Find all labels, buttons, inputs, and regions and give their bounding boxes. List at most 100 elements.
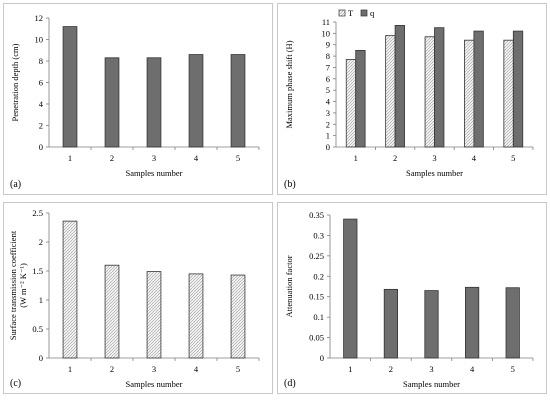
x-tick-label: 2 <box>393 153 397 163</box>
y-tick-label: 0.35 <box>309 210 324 220</box>
y-tick-label: 3 <box>326 108 330 118</box>
x-tick-label: 5 <box>236 153 240 163</box>
bar-d-s1-3 <box>424 290 439 359</box>
y-tick-label: 0.1 <box>313 312 324 322</box>
y-tick-label: 1.5 <box>32 266 43 276</box>
bar-b-s1-1 <box>345 59 357 148</box>
y-tick-label: 9 <box>326 40 330 50</box>
bar-a-s1-4 <box>188 54 204 148</box>
bar-d-s1-4 <box>465 286 480 359</box>
y-tick-label: 2.5 <box>32 208 43 218</box>
bar-d-s1-2 <box>383 288 398 359</box>
x-tick-label: 3 <box>152 153 156 163</box>
y-tick-label: 0 <box>326 142 330 152</box>
y-tick-label: 1 <box>326 131 330 141</box>
y-axis-title: Penetration depth (cm) <box>10 43 20 121</box>
y-tick-label: 6 <box>326 74 330 84</box>
panel-label: (b) <box>284 179 296 190</box>
bar-d-s1-5 <box>505 287 520 359</box>
bar-b-s2-5 <box>512 30 524 148</box>
x-tick-label: 5 <box>511 364 515 374</box>
legend-swatch-q <box>360 9 368 17</box>
y-tick-label: 0.3 <box>313 230 324 240</box>
legend-label-T: T <box>348 8 354 18</box>
panel-label: (a) <box>10 179 21 190</box>
x-tick-label: 3 <box>152 364 156 374</box>
x-tick-label: 5 <box>511 153 515 163</box>
chart-c-svg: 0 0.5 1 1.5 2 2.5 1 2 3 4 5 Samples number Surface t… <box>8 208 260 389</box>
y-axis-title: Attenuation factor <box>284 255 294 317</box>
x-axis-title: Samples number <box>403 379 460 389</box>
y-tick-label: 10 <box>322 28 331 38</box>
bar-a-s1-5 <box>230 54 246 148</box>
x-tick-label: 4 <box>194 153 199 163</box>
bar-c-s1-4 <box>188 273 204 359</box>
y-tick-label: 8 <box>39 56 43 66</box>
bar-b-s2-1 <box>355 50 366 148</box>
bar-d-s1-1 <box>343 218 358 359</box>
x-tick-label: 1 <box>68 364 72 374</box>
bar-b-s1-5 <box>503 39 514 148</box>
bar-b-s1-4 <box>464 39 475 148</box>
y-tick-label: 4 <box>326 97 331 107</box>
y-tick-label: 0 <box>39 353 43 363</box>
x-tick-label: 2 <box>389 364 393 374</box>
y-tick-label: 10 <box>35 35 44 45</box>
chart-panel-a: 0 2 4 6 8 10 12 1 2 3 4 5 Samples number Penetration … <box>3 3 273 195</box>
y-tick-label: 4 <box>39 99 44 109</box>
y-tick-label: 0.5 <box>32 324 43 334</box>
bar-a-s1-2 <box>104 57 120 148</box>
chart-panel-c: 0 0.5 1 1.5 2 2.5 1 2 3 4 5 Samples number Surface t… <box>3 202 273 394</box>
bar-b-s2-4 <box>473 30 484 148</box>
x-axis-title: Samples number <box>126 168 183 178</box>
y-tick-label: 11 <box>322 17 330 27</box>
bar-b-s1-3 <box>424 36 435 148</box>
bar-c-s1-3 <box>146 271 162 359</box>
bar-b-s2-3 <box>434 27 445 148</box>
y-tick-label: 2 <box>39 121 43 131</box>
legend-swatch-T <box>338 9 346 17</box>
y-tick-label: 0 <box>320 353 324 363</box>
bar-a-s1-1 <box>62 26 78 148</box>
y-tick-label: 0.25 <box>309 251 324 261</box>
bar-c-s1-5 <box>230 274 246 359</box>
bar-a-s1-3 <box>146 57 162 148</box>
chart-panel-d: 0 0.05 0.1 0.15 0.2 0.25 0.3 0.35 1 2 3 4 5 Samples n… <box>277 202 547 394</box>
bar-b-s1-2 <box>385 35 396 148</box>
chart-d-svg: 0 0.05 0.1 0.15 0.2 0.25 0.3 0.35 1 2 3 4 5 Samples n… <box>284 210 534 389</box>
bar-c-s1-2 <box>104 264 120 359</box>
x-axis-title: Samples number <box>126 379 183 389</box>
x-axis-title: Samples number <box>406 168 463 178</box>
x-tick-label: 1 <box>68 153 72 163</box>
y-tick-label: 2 <box>39 237 43 247</box>
y-tick-label: 0 <box>39 142 43 152</box>
y-tick-label: 12 <box>35 13 44 23</box>
y-axis-title: Maximum phase shift (H) <box>284 40 294 128</box>
panel-label: (c) <box>10 378 21 389</box>
x-tick-label: 3 <box>429 364 433 374</box>
y-axis-title: Surface transmission coefficient <box>8 230 18 340</box>
y-axis-unit: (W m⁻² K⁻¹) <box>18 263 28 308</box>
x-tick-label: 4 <box>472 153 477 163</box>
chart-panel-b: 0 1 2 3 4 5 6 7 8 9 10 11 1 2 3 4 5 Samples number Maximum… <box>277 3 547 195</box>
x-tick-label: 5 <box>236 364 240 374</box>
x-tick-label: 1 <box>354 153 358 163</box>
panel-label: (d) <box>284 378 296 389</box>
y-tick-label: 8 <box>326 51 330 61</box>
x-tick-label: 2 <box>110 364 114 374</box>
y-tick-label: 5 <box>326 85 330 95</box>
legend-label-q: q <box>370 8 375 18</box>
y-tick-label: 7 <box>326 62 330 72</box>
y-tick-label: 1 <box>39 295 43 305</box>
x-tick-label: 4 <box>470 364 475 374</box>
x-tick-label: 1 <box>348 364 352 374</box>
bar-b-s2-2 <box>394 25 405 148</box>
y-tick-label: 0.2 <box>313 271 324 281</box>
y-tick-label: 0.15 <box>309 292 324 302</box>
y-tick-label: 2 <box>326 119 330 129</box>
y-tick-label: 6 <box>39 78 43 88</box>
y-tick-label: 0.05 <box>309 333 324 343</box>
x-tick-label: 2 <box>110 153 114 163</box>
